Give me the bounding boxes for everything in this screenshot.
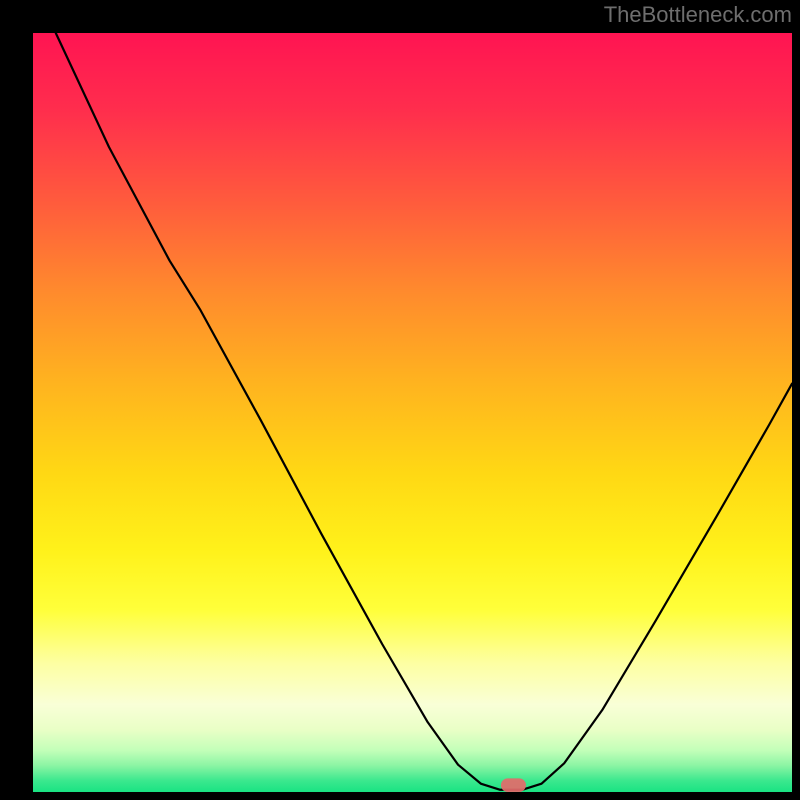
frame-bottom xyxy=(0,792,800,800)
frame-left xyxy=(0,0,33,800)
optimal-marker xyxy=(501,778,526,792)
chart-root: TheBottleneck.com xyxy=(0,0,800,800)
bottleneck-chart xyxy=(0,0,800,800)
attribution-label: TheBottleneck.com xyxy=(604,2,792,28)
frame-right xyxy=(792,0,800,800)
plot-background xyxy=(33,33,792,792)
